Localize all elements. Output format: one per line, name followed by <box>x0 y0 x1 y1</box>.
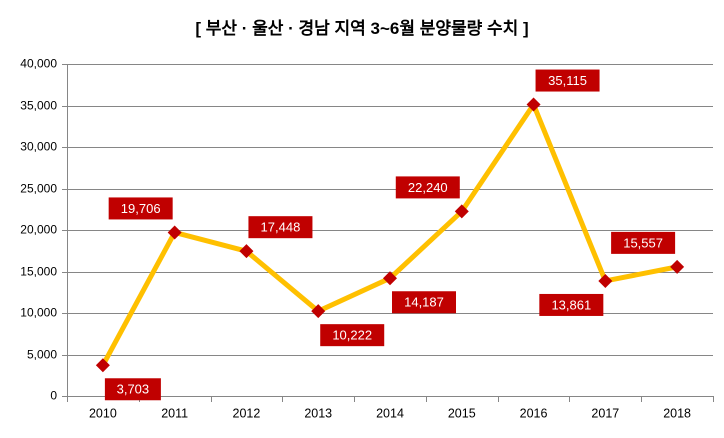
y-axis-tick-label: 15,000 <box>20 265 57 279</box>
x-axis-tick-label: 2011 <box>161 406 188 420</box>
chart-title: [ 부산 · 울산 · 경남 지역 3~6월 분양물량 수치 ] <box>195 19 529 38</box>
data-label: 35,115 <box>535 69 600 92</box>
y-axis-tick-marks <box>62 64 67 397</box>
data-label-box <box>104 378 161 401</box>
x-axis-tick-label: 2018 <box>663 406 691 420</box>
data-label-box <box>395 176 460 199</box>
y-axis-tick-label: 5,000 <box>27 348 57 362</box>
data-label-box <box>108 197 173 220</box>
data-point-marker <box>311 304 326 319</box>
data-label-box <box>539 293 604 316</box>
data-label-text: 22,240 <box>408 180 448 195</box>
data-point-markers <box>95 97 685 373</box>
data-label: 19,706 <box>108 197 173 220</box>
data-point-marker <box>670 259 685 274</box>
x-axis-tick-label: 2016 <box>520 406 548 420</box>
data-label: 10,222 <box>320 324 385 347</box>
x-axis-tick-label: 2012 <box>233 406 261 420</box>
data-label-box <box>535 69 600 92</box>
data-point-marker <box>598 273 613 288</box>
data-point-marker <box>167 225 182 240</box>
data-point-marker <box>239 244 254 259</box>
x-axis-tick-label: 2014 <box>376 406 404 420</box>
data-label-text: 35,115 <box>548 73 587 88</box>
data-label-text: 17,448 <box>261 220 301 235</box>
data-point-marker <box>95 358 110 373</box>
data-label-text: 10,222 <box>332 328 372 343</box>
data-label: 15,557 <box>611 231 676 254</box>
y-axis-tick-labels: 0 5,000 10,000 15,000 20,000 25,000 30,000 35,0… <box>20 57 57 403</box>
x-axis-tick-label: 2010 <box>89 406 117 420</box>
data-label-box <box>392 291 456 314</box>
x-axis-tick-label: 2017 <box>591 406 619 420</box>
data-label: 22,240 <box>395 176 460 199</box>
series-line <box>100 99 678 367</box>
series-polyline <box>100 99 678 367</box>
data-label-text: 14,187 <box>404 295 444 310</box>
x-axis-tick-label: 2013 <box>304 406 332 420</box>
data-label: 14,187 <box>392 291 456 314</box>
data-label-text: 13,861 <box>551 297 591 312</box>
x-axis-tick-label: 2015 <box>448 406 476 420</box>
data-label-text: 19,706 <box>121 201 161 216</box>
y-axis-tick-label: 30,000 <box>20 140 57 154</box>
y-axis-tick-label: 25,000 <box>20 182 57 196</box>
data-point-marker <box>454 204 469 219</box>
data-label-box <box>320 324 385 347</box>
y-axis-tick-label: 10,000 <box>20 306 57 320</box>
data-label: 13,861 <box>539 293 604 316</box>
data-point-marker <box>383 271 397 286</box>
data-label-text: 15,557 <box>623 235 663 250</box>
y-axis-tick-label: 35,000 <box>20 99 57 113</box>
y-axis-tick-label: 0 <box>50 389 57 403</box>
data-labels-group: 3,703 19,706 17,448 10,222 14,187 22,240 35,11… <box>104 69 676 401</box>
data-label-box <box>611 231 676 254</box>
data-label-box <box>248 216 313 239</box>
x-axis-tick-labels: 2010 2011 2012 2013 2014 2015 2016 2017 2018 <box>89 406 691 420</box>
y-axis-tick-label: 20,000 <box>20 223 57 237</box>
data-label: 17,448 <box>248 216 313 239</box>
data-label: 3,703 <box>104 378 161 401</box>
data-label-text: 3,703 <box>117 382 150 397</box>
y-axis-tick-label: 40,000 <box>20 57 57 71</box>
data-point-marker <box>526 97 541 112</box>
gridlines-group <box>67 64 713 397</box>
